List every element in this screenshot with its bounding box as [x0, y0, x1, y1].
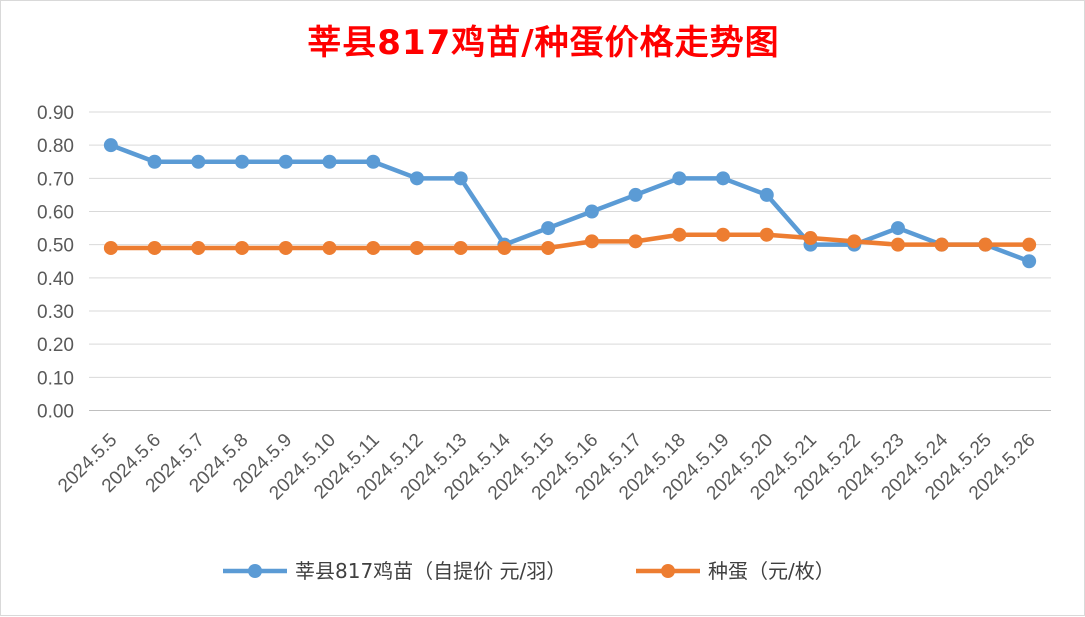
data-point-chick: [103, 138, 118, 153]
data-point-egg: [453, 240, 468, 255]
data-point-egg: [759, 227, 774, 242]
data-point-chick: [235, 154, 250, 169]
data-point-egg: [934, 237, 949, 252]
y-tick-label: 0.50: [37, 236, 74, 257]
data-point-chick: [584, 204, 599, 219]
series-line-egg: [108, 232, 1032, 251]
series-line-chick: [108, 142, 1032, 264]
data-point-egg: [716, 227, 731, 242]
data-point-egg: [584, 234, 599, 249]
y-tick-label: 0.70: [37, 169, 74, 190]
data-point-chick: [1022, 254, 1037, 269]
data-point-egg: [235, 240, 250, 255]
legend-label: 种蛋（元/枚）: [708, 559, 835, 583]
data-point-chick: [322, 154, 337, 169]
y-tick-label: 0.30: [37, 302, 74, 323]
data-point-egg: [191, 240, 206, 255]
data-point-egg: [978, 237, 993, 252]
y-tick-label: 0.40: [37, 269, 74, 290]
data-point-chick: [672, 171, 687, 186]
data-point-egg: [890, 237, 905, 252]
data-point-egg: [103, 240, 118, 255]
legend-marker: [248, 564, 262, 578]
data-point-chick: [409, 171, 424, 186]
data-point-chick: [541, 221, 556, 236]
y-tick-label: 0.00: [37, 402, 74, 423]
y-tick-label: 0.80: [37, 136, 74, 157]
data-point-chick: [628, 187, 643, 202]
y-tick-label: 0.60: [37, 203, 74, 224]
y-tick-label: 0.20: [37, 335, 74, 356]
data-point-chick: [453, 171, 468, 186]
data-point-egg: [672, 227, 687, 242]
data-point-egg: [497, 240, 512, 255]
data-point-chick: [716, 171, 731, 186]
data-point-egg: [1022, 237, 1037, 252]
data-point-chick: [278, 154, 293, 169]
data-point-egg: [628, 234, 643, 249]
data-point-egg: [541, 240, 556, 255]
y-tick-label: 0.90: [37, 103, 74, 124]
data-point-egg: [409, 240, 424, 255]
data-point-chick: [759, 187, 774, 202]
legend-label: 莘县817鸡苗（自提价 元/羽）: [295, 559, 566, 583]
data-point-egg: [803, 231, 818, 246]
data-point-chick: [890, 221, 905, 236]
data-point-egg: [366, 240, 381, 255]
data-point-chick: [366, 154, 381, 169]
data-point-chick: [191, 154, 206, 169]
y-tick-label: 0.10: [37, 368, 74, 389]
legend-marker: [661, 564, 675, 578]
data-point-egg: [147, 240, 162, 255]
chart-title: 莘县817鸡苗/种蛋价格走势图: [307, 23, 780, 63]
data-point-chick: [147, 154, 162, 169]
data-point-egg: [278, 240, 293, 255]
data-point-egg: [847, 234, 862, 249]
data-point-egg: [322, 240, 337, 255]
